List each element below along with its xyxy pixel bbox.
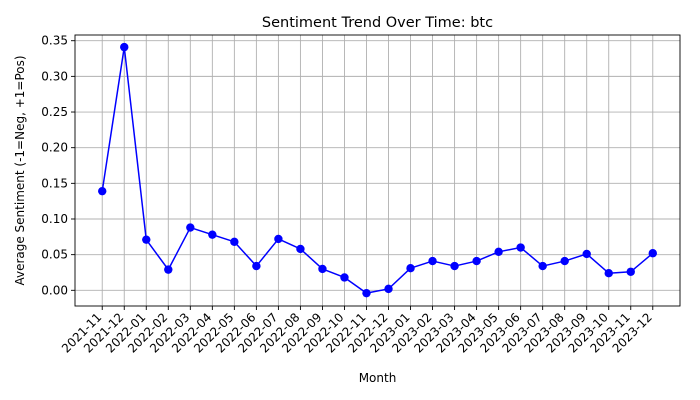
y-tick-label: 0.05 xyxy=(41,248,68,262)
data-point xyxy=(560,256,569,266)
data-point xyxy=(406,264,415,273)
data-point xyxy=(450,261,459,271)
y-tick-label: 0.20 xyxy=(41,141,68,155)
data-point xyxy=(274,234,283,244)
data-point xyxy=(340,273,349,282)
data-point xyxy=(472,256,481,266)
y-axis-title: Average Sentiment (-1=Neg, +1=Pos) xyxy=(13,55,27,285)
series-line xyxy=(101,46,654,294)
data-point xyxy=(648,249,657,258)
data-point xyxy=(362,288,371,298)
data-point xyxy=(538,261,547,271)
chart-title: Sentiment Trend Over Time: btc xyxy=(262,15,493,31)
data-point xyxy=(230,237,239,247)
series-layer xyxy=(98,42,657,298)
grid xyxy=(75,35,680,306)
data-point xyxy=(428,256,437,266)
data-point xyxy=(494,247,503,256)
data-point xyxy=(626,267,635,276)
y-tick-label: 0.10 xyxy=(41,212,68,226)
data-point xyxy=(252,261,261,271)
y-tick-label: 0.15 xyxy=(41,176,68,190)
data-point xyxy=(604,268,613,278)
data-point xyxy=(98,186,107,196)
y-tick-label: 0.35 xyxy=(41,34,68,48)
x-axis-ticks: 2021-112021-122022-012022-022022-032022-… xyxy=(59,306,655,356)
data-point xyxy=(516,243,525,252)
data-point xyxy=(296,244,305,254)
data-point xyxy=(142,235,151,244)
y-tick-label: 0.30 xyxy=(41,69,68,83)
plot-area-frame xyxy=(74,34,681,307)
y-tick-label: 0.25 xyxy=(41,105,68,119)
data-point xyxy=(120,42,129,52)
data-point xyxy=(164,265,173,274)
y-tick-label: 0.00 xyxy=(41,283,68,297)
data-point xyxy=(384,284,393,294)
x-axis-title: Month xyxy=(359,371,397,385)
data-point xyxy=(186,223,195,232)
data-point xyxy=(318,264,327,274)
data-point xyxy=(582,249,591,259)
y-axis-ticks: 0.00 0.05 0.10 0.15 0.20 0.25 0.30 0.35 xyxy=(41,34,75,297)
data-point xyxy=(208,230,217,239)
